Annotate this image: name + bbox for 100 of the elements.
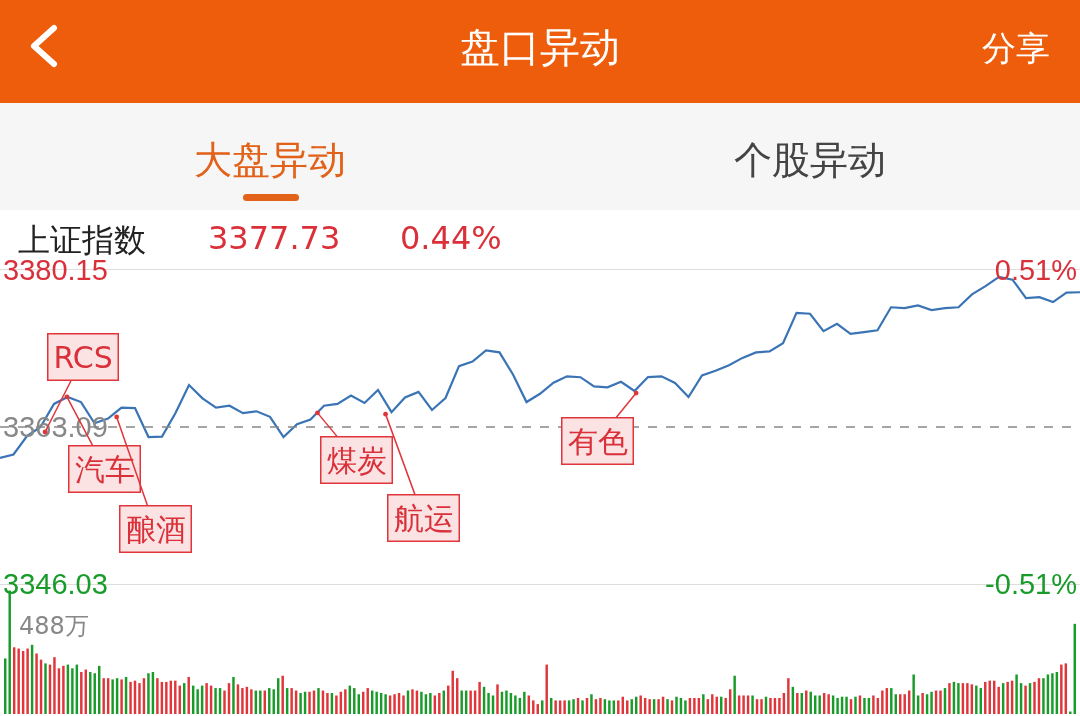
bar: [957, 683, 960, 714]
bar: [532, 700, 535, 714]
bar: [156, 678, 159, 714]
bar: [639, 695, 642, 714]
annotation: 酿酒: [125, 511, 186, 547]
text: 0.44%: [400, 219, 502, 257]
bar: [769, 697, 772, 714]
bar: [930, 691, 933, 714]
bar: [232, 676, 235, 714]
bar: [903, 694, 906, 714]
text: 3377.73: [208, 219, 341, 257]
bar: [939, 690, 942, 714]
bar: [796, 693, 799, 714]
bar: [259, 690, 262, 714]
bar: [317, 688, 320, 714]
bar: [375, 691, 378, 714]
bar: [1033, 681, 1036, 714]
bar: [290, 688, 293, 714]
bar: [17, 648, 20, 714]
bar: [657, 699, 660, 714]
bar: [836, 697, 839, 714]
bar: [760, 699, 763, 714]
bar: [724, 697, 727, 714]
bar: [174, 680, 177, 714]
text: 盘口异动: [460, 24, 620, 70]
bar: [326, 693, 329, 714]
bar: [997, 686, 1000, 714]
annotation: 煤炭: [326, 442, 387, 478]
bar: [241, 688, 244, 714]
bar: [26, 648, 29, 714]
annotation: 有色: [567, 423, 628, 459]
bar: [420, 691, 423, 714]
bar: [505, 690, 508, 714]
bar: [53, 657, 56, 714]
bar: [487, 693, 490, 714]
bar: [80, 672, 83, 714]
bar: [353, 688, 356, 714]
bar: [881, 690, 884, 714]
bar: [581, 700, 584, 714]
bar: [787, 678, 790, 714]
bar: [187, 676, 190, 714]
bar: [545, 664, 548, 714]
bar: [921, 693, 924, 714]
bar: [299, 693, 302, 714]
bar: [890, 688, 893, 714]
bar: [751, 695, 754, 714]
bar: [599, 697, 602, 714]
annotation: RCS: [53, 339, 113, 375]
bar: [411, 689, 414, 714]
bar: [1051, 673, 1054, 714]
bar: [1069, 711, 1072, 714]
annotation: 汽车: [74, 451, 135, 487]
bar: [438, 693, 441, 714]
bar: [711, 694, 714, 714]
bar: [35, 653, 38, 714]
bar: [975, 685, 978, 714]
bar: [854, 696, 857, 714]
bar: [563, 700, 566, 714]
bar: [845, 696, 848, 714]
bar: [554, 700, 557, 714]
bar: [863, 697, 866, 714]
bar: [62, 665, 65, 714]
bar: [514, 695, 517, 714]
bar: [733, 675, 736, 714]
bar: [572, 699, 575, 714]
bar: [71, 668, 74, 714]
bar: [196, 689, 199, 714]
bar: [281, 675, 284, 714]
bar: [393, 694, 396, 714]
bar: [102, 678, 105, 714]
bar: [966, 683, 969, 714]
bar: [666, 699, 669, 714]
bar: [693, 697, 696, 714]
bar: [872, 695, 875, 714]
bar: [429, 693, 432, 714]
bar: [742, 695, 745, 714]
y-tick-label: 3346.03: [3, 568, 108, 601]
bar: [120, 679, 123, 714]
bar: [617, 700, 620, 714]
bar: [129, 681, 132, 714]
bar: [523, 691, 526, 714]
bar: [111, 679, 114, 714]
bar: [308, 691, 311, 714]
bar: [496, 684, 499, 714]
bar: [1042, 678, 1045, 714]
bar: [402, 695, 405, 714]
bar: [1060, 664, 1063, 714]
bar: [608, 700, 611, 714]
bar: [223, 690, 226, 714]
text: 大盘异动: [193, 137, 347, 184]
text: 分享: [982, 27, 1050, 70]
bar: [912, 674, 915, 714]
annotation: 488万: [19, 612, 89, 640]
bar: [827, 694, 830, 714]
bar: [948, 683, 951, 714]
bar: [147, 673, 150, 714]
bar: [1024, 685, 1027, 714]
bar: [44, 663, 47, 714]
bar: [1015, 674, 1018, 714]
bar: [684, 700, 687, 714]
